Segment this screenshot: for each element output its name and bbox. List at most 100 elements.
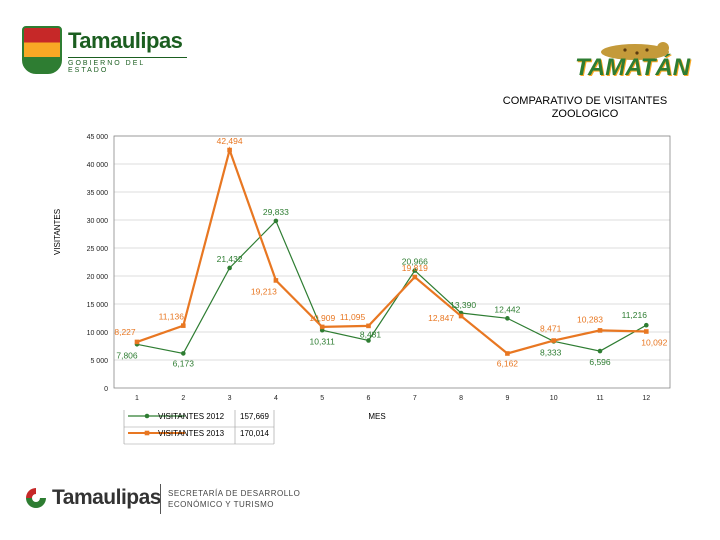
footer-department: SECRETARÍA DE DESARROLLO ECONÓMICO Y TUR…: [168, 488, 300, 510]
legend-total: 170,014: [240, 429, 269, 438]
x-tick-label: 8: [459, 395, 463, 402]
data-point: [644, 329, 649, 334]
data-label: 21,432: [217, 254, 243, 264]
data-label: 10,283: [577, 314, 603, 324]
data-point: [227, 147, 232, 153]
data-point: [273, 278, 279, 283]
data-label: 8,471: [540, 324, 562, 334]
series-line: [136, 146, 647, 355]
data-label: 10,092: [641, 337, 667, 347]
data-label: 8,333: [540, 347, 562, 357]
chart-series: 7,8066,17321,43229,83310,3118,48120,9661…: [114, 136, 667, 368]
x-tick-label: 1: [135, 395, 139, 402]
footer-divider: [160, 484, 161, 514]
data-label: 10,909: [309, 313, 335, 323]
legend-name: VISITANTES 2012: [158, 412, 225, 421]
x-tick-label: 10: [550, 395, 558, 402]
legend-name: VISITANTES 2013: [158, 429, 225, 438]
footer-logo: Tamaulipas SECRETARÍA DE DESARROLLO ECON…: [24, 482, 344, 518]
data-label: 20,966: [402, 257, 428, 267]
data-label: 6,596: [589, 357, 611, 367]
data-point: [644, 322, 649, 328]
data-label: 12,847: [428, 313, 454, 323]
chart-title-line2: ZOOLOGICO: [551, 108, 619, 120]
x-tick-label: 5: [320, 395, 324, 402]
x-tick-label: 7: [413, 395, 417, 402]
y-tick-label: 15 000: [87, 302, 109, 309]
data-point: [412, 268, 418, 273]
data-label: 11,095: [340, 312, 366, 322]
legend-entry-2012: VISITANTES 2012 157,669: [128, 412, 269, 421]
chart-title: COMPARATIVO DE VISITANTES ZOOLOGICO: [470, 95, 700, 121]
y-axis-ticks: 0 5 000 10 000 15 000 20 000 25 000 30 000 35 0…: [87, 134, 109, 393]
footer-dept-line2: ECONÓMICO Y TURISMO: [168, 500, 274, 509]
legend-swatch-marker: [144, 430, 150, 436]
data-label: 10,311: [310, 336, 336, 346]
data-label: 8,227: [114, 327, 136, 337]
y-tick-label: 10 000: [87, 330, 109, 337]
data-label: 12,442: [494, 304, 520, 314]
data-label: 19,213: [251, 286, 277, 296]
tamatan-zoo-logo: TAMATÁN: [575, 40, 695, 90]
header-brand-sub: GOBIERNO DEL ESTADO: [68, 57, 187, 74]
y-tick-label: 0: [104, 386, 108, 393]
x-axis-label: MES: [368, 412, 385, 421]
data-point: [597, 328, 603, 333]
x-tick-label: 11: [596, 395, 603, 402]
legend-swatch-marker: [144, 413, 150, 419]
x-tick-label: 3: [228, 395, 232, 402]
data-label: 6,173: [173, 358, 195, 368]
data-label: 11,136: [159, 312, 185, 322]
y-tick-label: 30 000: [87, 218, 109, 225]
x-tick-label: 9: [505, 395, 509, 402]
legend-total: 157,669: [240, 412, 269, 421]
y-tick-label: 35 000: [87, 190, 109, 197]
series-2013: 8,227 11,136 42,494 19,213 10,909 11,095 19,81…: [114, 136, 667, 368]
y-axis-label: VISITANTES: [53, 209, 62, 255]
x-tick-label: 6: [367, 395, 371, 402]
zoo-name: TAMATÁN: [575, 54, 691, 81]
data-point: [597, 348, 603, 354]
data-label: 8,481: [360, 330, 382, 340]
x-tick-label: 12: [642, 395, 650, 402]
data-point: [227, 265, 232, 271]
footer-dept-line1: SECRETARÍA DE DESARROLLO: [168, 489, 301, 498]
data-point: [319, 324, 325, 330]
data-point: [458, 313, 464, 319]
data-label: 42,494: [217, 136, 243, 146]
chart-grid: [114, 135, 670, 361]
y-tick-label: 45 000: [87, 134, 109, 141]
y-tick-label: 40 000: [87, 162, 109, 169]
data-label: 11,216: [622, 310, 648, 320]
x-axis-ticks: 1 2 3 4 5 6 7 8 9 10 11 12: [135, 395, 650, 402]
data-point: [181, 351, 186, 356]
data-point: [505, 316, 510, 321]
plot-area-border: [113, 135, 671, 389]
chart-legend: VISITANTES 2012 157,669 VISITANTES 2013 170…: [123, 410, 275, 445]
state-shield-icon: [22, 26, 62, 74]
jaguar-icon: [601, 42, 669, 60]
data-point: [181, 323, 186, 328]
x-tick-label: 2: [181, 395, 185, 402]
tamaulipas-header-logo: Tamaulipas GOBIERNO DEL ESTADO: [22, 26, 187, 74]
chart-title-line1: COMPARATIVO DE VISITANTES: [502, 95, 668, 107]
data-point: [412, 274, 418, 280]
data-point: [505, 351, 510, 356]
data-point: [366, 338, 371, 343]
data-point: [366, 323, 371, 329]
y-tick-label: 25 000: [87, 246, 109, 253]
data-label: 29,833: [263, 207, 289, 217]
data-point: [273, 218, 279, 224]
data-label: 13,390: [450, 300, 476, 310]
header-brand-name: Tamaulipas: [68, 28, 183, 53]
y-tick-label: 20 000: [87, 274, 109, 281]
data-point: [134, 339, 140, 345]
footer-brand-name: Tamaulipas: [52, 486, 161, 509]
tamaulipas-mark-icon: [26, 488, 46, 508]
x-tick-label: 4: [274, 395, 278, 402]
data-label: 6,162: [497, 358, 519, 368]
data-label: 7,806: [116, 350, 138, 360]
data-label: 19,819: [402, 263, 428, 273]
data-point: [551, 338, 556, 343]
